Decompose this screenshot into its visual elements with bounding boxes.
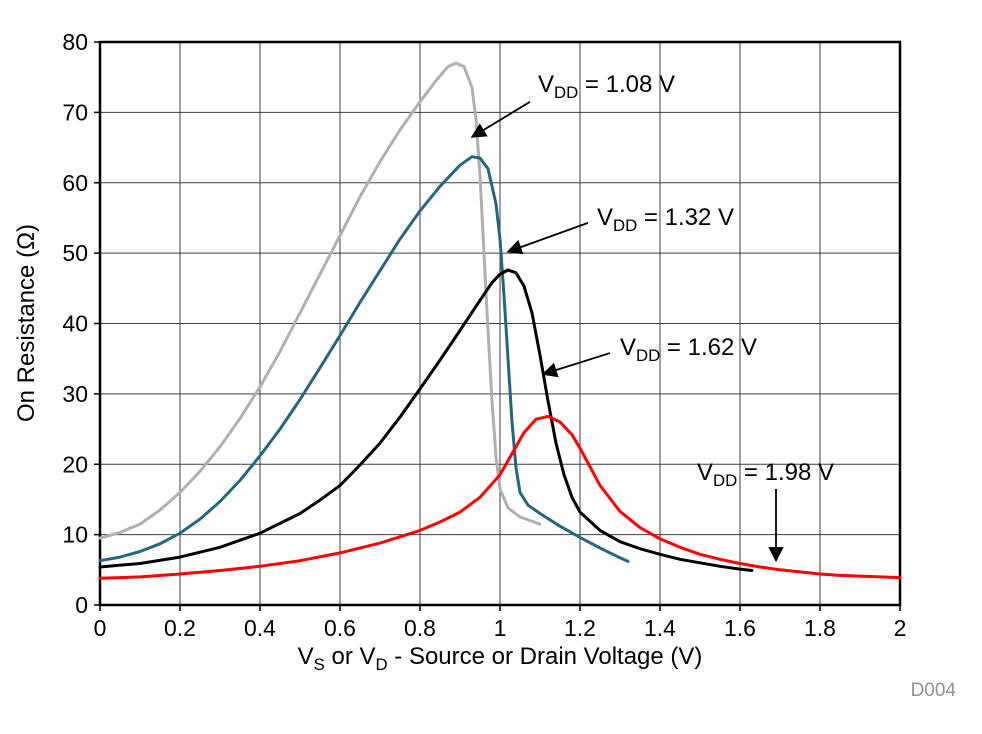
y-axis-title: On Resistance (Ω) [13, 224, 40, 422]
x-tick-label: 1.8 [804, 615, 836, 641]
curve-vdd-1-32-v [98, 155, 630, 563]
figure-id-label: D004 [910, 680, 956, 701]
y-tick-label: 70 [62, 99, 88, 125]
x-tick-label: 1.4 [644, 615, 676, 641]
x-tick-label: 0.4 [244, 615, 276, 641]
annotation-arrow [541, 352, 611, 378]
annotation-arrow [470, 101, 531, 138]
annotation-label: VDD = 1.08 V [538, 71, 676, 102]
y-tick-label: 30 [62, 381, 88, 407]
y-tick-label: 40 [62, 311, 88, 337]
y-tick-label: 80 [62, 29, 88, 55]
x-tick-label: 1.2 [564, 615, 596, 641]
x-tick-label: 1 [494, 615, 507, 641]
x-tick-label: 0 [94, 615, 107, 641]
y-tick-label: 60 [62, 170, 88, 196]
annotation-label: VDD = 1.32 V [597, 204, 735, 235]
x-tick-label: 0.2 [164, 615, 196, 641]
y-tick-label: 10 [62, 522, 88, 548]
x-tick-label: 1.6 [724, 615, 756, 641]
x-tick-label: 0.8 [404, 615, 436, 641]
annotation-arrow [506, 222, 589, 255]
y-tick-label: 20 [62, 451, 88, 477]
annotation-label: VDD = 1.62 V [620, 334, 758, 366]
curve-vdd-1-98-v [98, 414, 902, 580]
annotation-label: VDD = 1.98 V [697, 458, 835, 490]
x-axis-title: VS or VD - Source or Drain Voltage (V) [297, 643, 703, 674]
x-tick-label: 0.6 [324, 615, 356, 641]
curve-vdd-1-62-v [98, 268, 754, 572]
curve-vdd-1-08-v [98, 61, 542, 540]
y-tick-label: 50 [62, 240, 88, 266]
y-tick-label: 0 [75, 592, 88, 618]
x-tick-label: 2 [894, 615, 907, 641]
